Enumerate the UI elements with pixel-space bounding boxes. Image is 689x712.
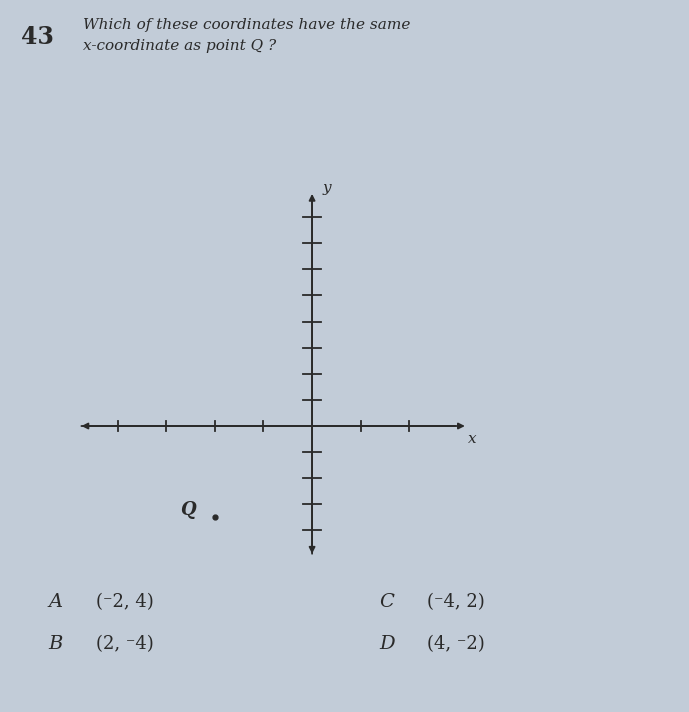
Text: (4, ⁻2): (4, ⁻2) (427, 635, 485, 654)
Text: D: D (379, 635, 395, 654)
Text: x: x (469, 432, 477, 446)
Text: y: y (322, 182, 331, 195)
Text: B: B (48, 635, 63, 654)
Text: x-coordinate as point Q ?: x-coordinate as point Q ? (83, 39, 276, 53)
Text: Q: Q (181, 501, 196, 518)
Text: C: C (379, 592, 394, 611)
Text: (⁻2, 4): (⁻2, 4) (96, 592, 154, 611)
Text: Which of these coordinates have the same: Which of these coordinates have the same (83, 18, 410, 32)
Text: (2, ⁻4): (2, ⁻4) (96, 635, 154, 654)
Text: A: A (48, 592, 63, 611)
Text: (⁻4, 2): (⁻4, 2) (427, 592, 485, 611)
Text: 43: 43 (21, 25, 54, 49)
